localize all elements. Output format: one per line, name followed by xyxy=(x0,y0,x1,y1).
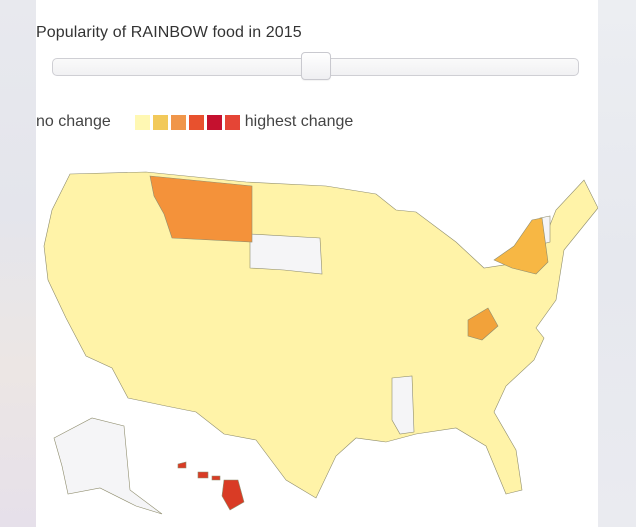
state-base xyxy=(43,171,598,499)
state-south-dakota xyxy=(249,233,323,275)
state-mississippi xyxy=(391,375,415,435)
legend-swatch-4 xyxy=(188,114,204,130)
us-map xyxy=(36,150,598,522)
legend-low-label: no change xyxy=(36,113,111,130)
legend-high-label: highest change xyxy=(244,113,354,130)
state-hawaii xyxy=(177,461,245,511)
state-alaska xyxy=(53,417,163,515)
color-legend: no change highest change xyxy=(36,110,353,134)
year-slider[interactable] xyxy=(36,52,598,82)
state-west-virginia xyxy=(467,307,499,341)
legend-swatch-3 xyxy=(170,114,186,130)
legend-swatch-2 xyxy=(152,114,168,130)
page-background-right xyxy=(598,0,636,527)
page-background-left xyxy=(0,0,36,527)
legend-swatch-6 xyxy=(224,114,240,130)
legend-swatch-1 xyxy=(134,114,150,130)
slider-thumb[interactable] xyxy=(300,52,331,80)
state-new-york xyxy=(493,217,549,275)
state-montana xyxy=(149,175,253,243)
chart-title: Popularity of RAINBOW food in 2015 xyxy=(36,24,302,41)
legend-swatch-5 xyxy=(206,114,222,130)
